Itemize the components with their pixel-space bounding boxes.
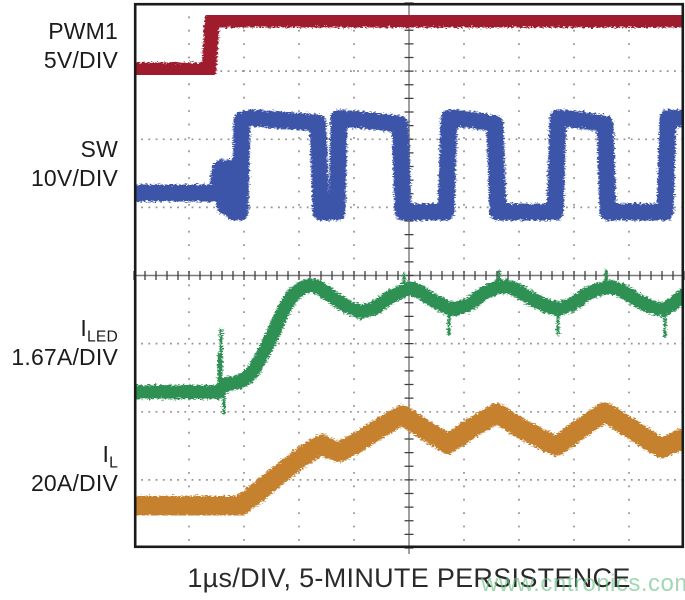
channel-scale: 20A/DIV <box>30 470 118 496</box>
trace-pwm1 <box>135 12 683 78</box>
channel-scale: 10V/DIV <box>30 165 118 191</box>
trace-sw <box>135 109 683 221</box>
channel-label-il: IL 20A/DIV <box>31 440 118 498</box>
trace-iled <box>135 269 683 415</box>
channel-label-pwm1: PWM1 5V/DIV <box>44 17 118 75</box>
channel-label-iled: ILED 1.67A/DIV <box>11 314 118 372</box>
channel-name: IL <box>102 441 118 472</box>
channel-name: ILED <box>80 315 118 346</box>
timebase-caption: 1µs/DIV, 5-MINUTE PERSISTENCE <box>187 563 631 593</box>
channel-scale: 1.67A/DIV <box>11 344 118 370</box>
channel-scale: 5V/DIV <box>43 47 118 73</box>
watermark-text: www.cntronics.com <box>481 570 685 597</box>
channel-label-sw: SW 10V/DIV <box>31 135 118 193</box>
channel-name: PWM1 <box>48 18 118 44</box>
trace-il <box>135 402 683 516</box>
channel-name: SW <box>80 136 118 162</box>
plot-border <box>133 2 685 549</box>
